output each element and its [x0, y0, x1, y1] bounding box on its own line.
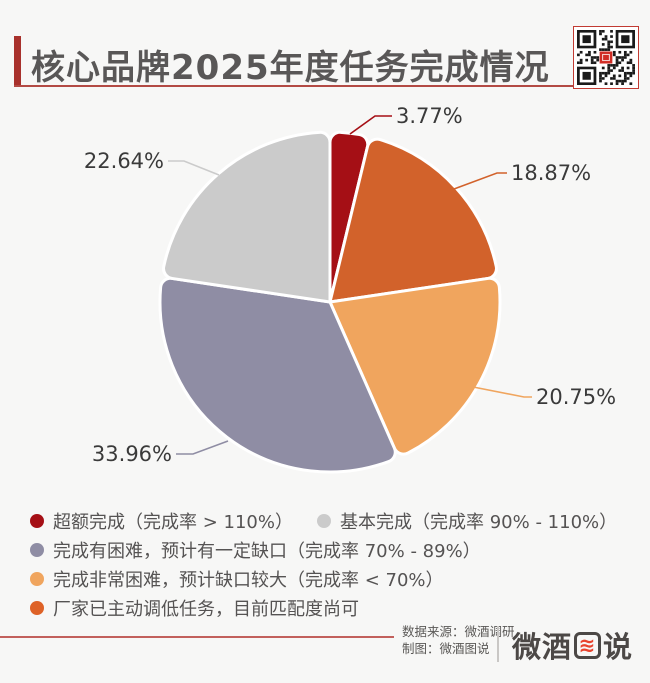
footer-divider — [497, 626, 499, 662]
title-accent-bar — [14, 36, 21, 86]
pie-label-line — [349, 115, 392, 135]
pie-label-line — [168, 160, 220, 176]
pie-label: 22.64% — [84, 149, 164, 173]
legend-label: 厂家已主动调低任务，目前匹配度尚可 — [53, 598, 359, 620]
chart-credit-text: 制图：微酒图说 — [402, 641, 490, 656]
pie-slice — [162, 130, 332, 304]
brand-logo: 微酒 ≋ 说 — [512, 624, 633, 666]
pie-label: 3.77% — [396, 104, 463, 128]
logo-wave-icon: ≋ — [574, 631, 602, 659]
pie-slice — [328, 276, 502, 456]
legend-row: 超额完成（完成率 > 110%） 基本完成（完成率 90% - 110%） — [30, 506, 630, 535]
legend-dot-big-gap-icon — [30, 571, 44, 586]
title-underline-rule — [14, 85, 637, 87]
page-title: 核心品牌2025年度任务完成情况 — [31, 48, 550, 88]
pie-label-line — [457, 383, 532, 398]
data-source-text: 数据来源：微酒调研 — [402, 624, 515, 639]
legend-item-big-gap: 完成非常困难，预计缺口较大（完成率 < 70%） — [30, 566, 444, 592]
legend-dot-basically-done-icon — [317, 513, 331, 528]
pie-label: 33.96% — [92, 442, 172, 466]
pie-slice — [328, 130, 370, 304]
legend-dot-lowered-target-icon — [30, 600, 44, 615]
footer-credits: 数据来源：微酒调研 制图：微酒图说 — [402, 623, 515, 657]
legend-item-some-gap: 完成有困难，预计有一定缺口（完成率 70% - 89%） — [30, 537, 481, 563]
legend-row: 完成非常困难，预计缺口较大（完成率 < 70%） — [30, 564, 630, 593]
legend-label: 完成非常困难，预计缺口较大（完成率 < 70%） — [53, 569, 444, 591]
legend-row: 厂家已主动调低任务，目前匹配度尚可 — [30, 593, 630, 622]
logo-text-left: 微酒 — [512, 630, 573, 664]
legend-item-exceeded: 超额完成（完成率 > 110%） — [30, 508, 293, 534]
chart-legend: 超额完成（完成率 > 110%） 基本完成（完成率 90% - 110%） 完成… — [30, 506, 630, 622]
legend-dot-exceeded-icon — [30, 513, 44, 528]
legend-label: 完成有困难，预计有一定缺口（完成率 70% - 89%） — [53, 540, 481, 562]
pie-label-line — [176, 440, 229, 455]
footer-accent-rule — [0, 636, 394, 638]
legend-item-basically-done: 基本完成（完成率 90% - 110%） — [317, 508, 617, 534]
logo-text-right: 说 — [603, 630, 634, 664]
legend-label: 基本完成（完成率 90% - 110%） — [340, 511, 618, 533]
pie-label: 18.87% — [511, 161, 591, 185]
pie-slice — [328, 137, 498, 304]
legend-label: 超额完成（完成率 > 110%） — [53, 511, 293, 533]
pie-slice — [158, 276, 397, 474]
legend-item-lowered-target: 厂家已主动调低任务，目前匹配度尚可 — [30, 595, 359, 621]
legend-dot-some-gap-icon — [30, 542, 44, 557]
pie-label-line — [453, 172, 507, 190]
pie-label: 20.75% — [536, 385, 616, 409]
legend-row: 完成有困难，预计有一定缺口（完成率 70% - 89%） — [30, 535, 630, 564]
qr-code-icon — [573, 26, 639, 89]
